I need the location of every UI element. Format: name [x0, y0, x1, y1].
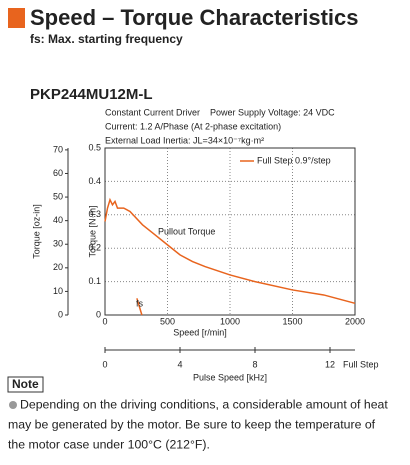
curve [104, 197, 356, 305]
title-marker [8, 8, 25, 28]
condition: Constant Current Driver Power Supply Vol… [105, 107, 335, 117]
curve [136, 298, 143, 316]
y2-axis-label: Torque [oz-in] [31, 204, 41, 259]
x2-axis-label: Pulse Speed [kHz] [193, 372, 267, 382]
y-axis-label: Torque [N·m] [87, 205, 97, 257]
page-title: Speed – Torque Characteristics [30, 5, 359, 30]
condition: External Load Inertia: JL=34×10⁻⁷kg·m² [105, 135, 264, 145]
annotation: fs [136, 298, 144, 308]
y-tick-label: 0.5 [88, 142, 101, 152]
x-tick-label: 1500 [282, 316, 302, 326]
y2-tick-label: 70 [53, 144, 63, 154]
y-tick-label: 0.4 [88, 176, 101, 186]
x2-tick-label: 0 [102, 359, 107, 369]
note-text: the motor case under 100°C (212°F). [8, 437, 210, 451]
x-tick-label: 500 [160, 316, 175, 326]
y2-tick-label: 50 [53, 191, 63, 201]
x2-tick-label: 8 [252, 359, 257, 369]
note-box [7, 376, 44, 393]
note-text: Depending on the driving conditions, a c… [20, 397, 388, 411]
x-tick-label: 0 [102, 316, 107, 326]
y2-tick-label: 10 [53, 286, 63, 296]
x-axis-label: Speed [r/min] [173, 327, 227, 337]
y2-tick-label: 20 [53, 262, 63, 272]
model-title: PKP244MU12M-L [30, 86, 153, 103]
y2-tick-label: 0 [58, 309, 63, 319]
x-tick-label: 1000 [220, 316, 240, 326]
y-tick-label: 0.2 [88, 243, 101, 253]
x2-tick-label: 4 [177, 359, 182, 369]
bullet [9, 401, 17, 409]
legend-label: Full Step 0.9°/step [257, 155, 331, 165]
y2-tick-label: 40 [53, 215, 63, 225]
condition: Current: 1.2 A/Phase (At 2-phase excitat… [105, 121, 281, 131]
y2-tick-label: 60 [53, 168, 63, 178]
note-text: may be generated by the motor. Be sure t… [8, 417, 376, 431]
subtitle: fs: Max. starting frequency [30, 32, 183, 46]
y-tick-label: 0.1 [88, 276, 101, 286]
y-tick-label: 0.3 [88, 209, 101, 219]
plot-frame [104, 147, 356, 316]
y2-tick-label: 30 [53, 239, 63, 249]
x2-tick-label: 12 [325, 359, 335, 369]
x-tick-label: 2000 [345, 316, 365, 326]
annotation: Pullout Torque [158, 226, 215, 236]
y-tick-label: 0 [96, 309, 101, 319]
x2-unit: Full Step [343, 359, 379, 369]
note-label: Note [12, 377, 39, 391]
